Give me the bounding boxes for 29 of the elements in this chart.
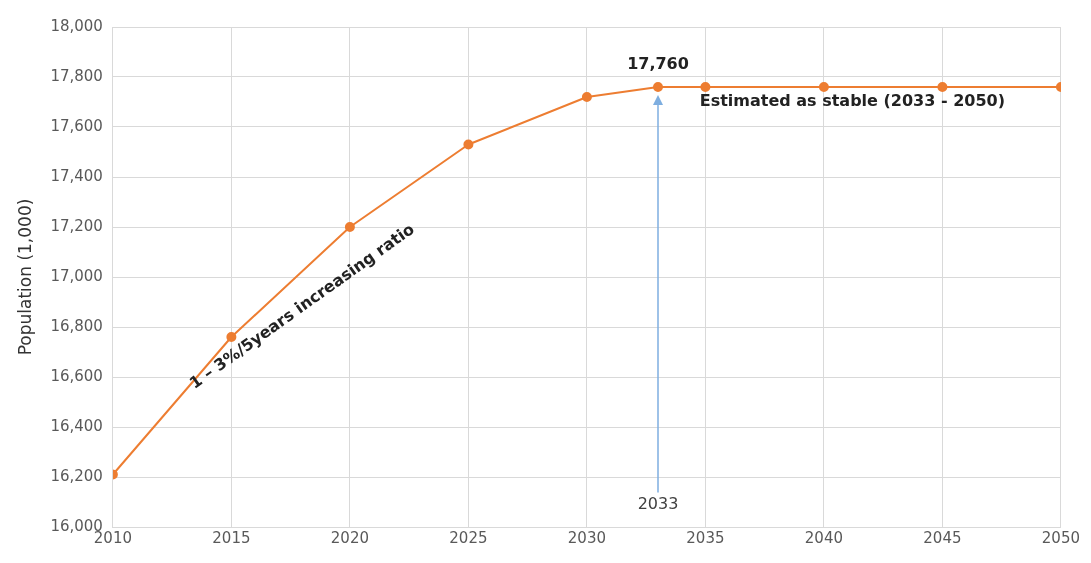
point: [818, 82, 829, 92]
y-tick-label: 17,400: [50, 166, 103, 185]
y-tick-label: 16,800: [50, 316, 103, 335]
y-tick-label: 16,600: [50, 366, 103, 385]
y-tick-label: 16,200: [50, 466, 103, 485]
y-tick-label: 17,200: [50, 216, 103, 235]
y-tick-label: 17,000: [50, 266, 103, 285]
point: [463, 139, 474, 150]
point: [937, 82, 948, 92]
x-tick-label: 2035: [686, 528, 725, 547]
point: [700, 82, 711, 92]
x-tick-label: 2050: [1041, 528, 1081, 547]
point: [344, 222, 355, 232]
annotation: 2033: [637, 493, 679, 513]
x-tick-label: 2045: [923, 528, 962, 547]
y-tick-label: 18,000: [50, 16, 103, 35]
x-tick-label: 2040: [804, 528, 843, 547]
y-tick-label: 16,400: [50, 416, 103, 435]
x-tick-label: 2020: [330, 528, 369, 547]
x-tick-label: 2030: [567, 528, 606, 547]
point: [581, 92, 592, 102]
y-axis-title: Population (1,000): [14, 198, 35, 356]
annotation: 17,760: [627, 54, 689, 74]
y-tick-label: 17,600: [50, 116, 103, 135]
y-tick-label: 17,800: [50, 66, 103, 85]
x-tick-label: 2025: [449, 528, 488, 547]
annotation: Estimated as stable (2033 - 2050): [699, 91, 1005, 111]
point: [653, 82, 663, 92]
x-tick-label: 2015: [212, 528, 251, 547]
